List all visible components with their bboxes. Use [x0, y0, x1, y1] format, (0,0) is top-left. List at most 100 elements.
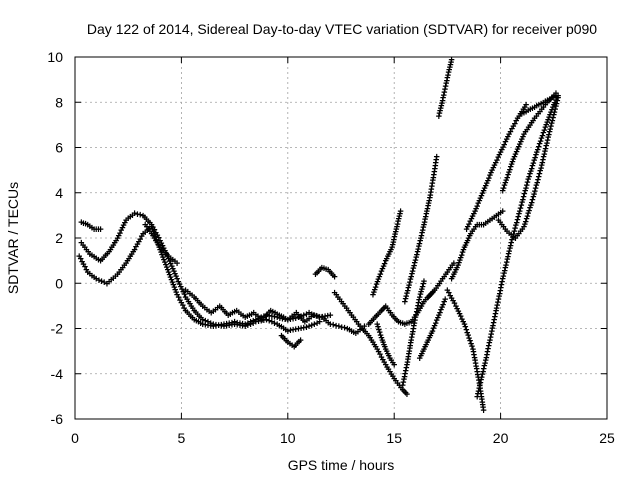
data-point: + — [396, 214, 402, 226]
data-point: + — [250, 316, 256, 328]
data-point: + — [427, 330, 433, 342]
data-point: + — [399, 380, 405, 392]
data-point: + — [439, 95, 445, 107]
data-point: + — [516, 228, 522, 240]
data-point: + — [441, 87, 447, 99]
data-point: + — [553, 90, 559, 102]
data-point: + — [409, 266, 415, 278]
data-point: + — [528, 163, 534, 175]
data-point: + — [247, 317, 253, 329]
data-point: + — [519, 134, 525, 146]
data-point: + — [319, 262, 325, 274]
data-point: + — [121, 260, 127, 272]
data-point: + — [418, 301, 424, 313]
data-point: + — [476, 378, 482, 390]
data-point: + — [78, 217, 84, 229]
data-point: + — [87, 269, 93, 281]
data-point: + — [534, 147, 540, 159]
data-point: + — [482, 218, 488, 230]
data-point: + — [170, 254, 176, 266]
data-point: + — [528, 118, 534, 130]
data-point: + — [293, 324, 299, 336]
data-point: + — [462, 240, 468, 252]
data-point: + — [419, 348, 425, 360]
data-point: + — [479, 372, 485, 384]
data-point: + — [85, 267, 91, 279]
data-point: + — [456, 258, 462, 270]
data-point: + — [486, 341, 492, 353]
data-point: + — [428, 184, 434, 196]
data-point: + — [453, 301, 459, 313]
data-point: + — [204, 304, 210, 316]
data-point: + — [104, 248, 110, 260]
data-point: + — [442, 294, 448, 306]
data-point: + — [517, 226, 523, 238]
data-point: + — [514, 214, 520, 226]
data-point: + — [477, 386, 483, 398]
data-point: + — [495, 294, 501, 306]
data-point: + — [500, 222, 506, 234]
data-point: + — [478, 219, 484, 231]
data-point: + — [371, 339, 377, 351]
data-point: + — [106, 276, 112, 288]
data-point: + — [278, 322, 284, 334]
data-point: + — [514, 144, 520, 156]
data-point: + — [167, 272, 173, 284]
data-point: + — [465, 330, 471, 342]
data-point: + — [487, 215, 493, 227]
data-point: + — [372, 284, 378, 296]
data-point: + — [321, 263, 327, 275]
data-point: + — [495, 215, 501, 227]
data-point: + — [359, 323, 365, 335]
data-point: + — [530, 115, 536, 127]
data-point: + — [444, 267, 450, 279]
data-point: + — [388, 369, 394, 381]
data-point: + — [419, 228, 425, 240]
data-point: + — [479, 397, 485, 409]
data-point: + — [516, 111, 522, 123]
data-point: + — [376, 271, 382, 283]
data-point: + — [436, 111, 442, 123]
data-point: + — [295, 309, 301, 321]
data-point: + — [478, 391, 484, 403]
data-point: + — [308, 312, 314, 324]
data-point: + — [497, 285, 503, 297]
data-point: + — [174, 274, 180, 286]
data-point: + — [423, 339, 429, 351]
data-point: + — [387, 366, 393, 378]
data-point: + — [338, 296, 344, 308]
data-point: + — [507, 164, 513, 176]
data-point: + — [181, 303, 187, 315]
data-point: + — [473, 203, 479, 215]
data-point: + — [169, 277, 175, 289]
data-point: + — [429, 178, 435, 190]
data-point: + — [477, 193, 483, 205]
y-tick-label: 2 — [55, 230, 63, 246]
data-point: + — [527, 120, 533, 132]
series-track-r: ++++++++++++++++++++++++++++++++++++ — [448, 206, 506, 286]
data-point: + — [545, 115, 551, 127]
data-point: + — [350, 312, 356, 324]
data-point: + — [530, 158, 536, 170]
data-point: + — [474, 366, 480, 378]
data-point: + — [375, 274, 381, 286]
data-point: + — [162, 246, 168, 258]
data-point: + — [96, 275, 102, 287]
data-point: + — [520, 131, 526, 143]
data-point: + — [93, 274, 99, 286]
data-point: + — [194, 309, 200, 321]
data-point: + — [477, 383, 483, 395]
data-point: + — [397, 206, 403, 218]
data-point: + — [182, 285, 188, 297]
data-point: + — [526, 205, 532, 217]
data-point: + — [372, 312, 378, 324]
data-point: + — [370, 337, 376, 349]
data-point: + — [420, 346, 426, 358]
data-point: + — [317, 312, 323, 324]
data-point: + — [335, 292, 341, 304]
data-point: + — [441, 297, 447, 309]
data-point: + — [542, 146, 548, 158]
data-point: + — [522, 219, 528, 231]
data-point: + — [420, 222, 426, 234]
data-point: + — [453, 265, 459, 277]
